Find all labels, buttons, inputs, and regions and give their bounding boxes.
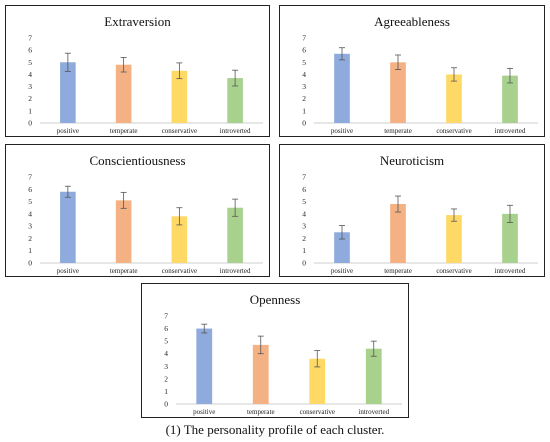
y-tick-label: 1 xyxy=(164,387,168,396)
bar-introverted xyxy=(227,78,243,123)
chart-title: Conscientiousness xyxy=(89,153,186,168)
y-tick-label: 4 xyxy=(28,70,32,79)
bar-chart-conscientiousness: 0 1 2 3 4 5 6 7 positive temperate conservative int… xyxy=(28,173,263,275)
y-tick-label: 3 xyxy=(28,222,32,231)
x-tick-label: positive xyxy=(57,127,79,135)
y-tick-label: 6 xyxy=(302,46,306,55)
x-tick-label: temperate xyxy=(384,127,412,135)
y-tick-label: 6 xyxy=(28,185,32,194)
x-tick-label: positive xyxy=(57,267,79,275)
y-tick-label: 6 xyxy=(164,324,168,333)
bar-temperate xyxy=(115,200,132,263)
bar-chart-agreeableness: 0 1 2 3 4 5 6 7 positive temperate conservative int… xyxy=(302,34,538,135)
y-tick-label: 2 xyxy=(302,234,306,243)
x-tick-label: positive xyxy=(331,267,353,275)
y-tick-label: 1 xyxy=(302,106,306,115)
y-tick-label: 3 xyxy=(164,362,168,371)
x-tick-label: temperate xyxy=(110,267,138,275)
x-tick-label: introverted xyxy=(495,127,526,135)
x-tick-label: temperate xyxy=(110,127,138,135)
y-tick-label: 3 xyxy=(302,82,306,91)
x-tick-label: introverted xyxy=(358,408,389,416)
y-tick-label: 0 xyxy=(28,259,32,268)
x-tick-label: temperate xyxy=(384,267,412,275)
x-tick-label: positive xyxy=(193,408,215,416)
bar-positive xyxy=(196,328,213,404)
y-tick-label: 5 xyxy=(302,58,306,67)
chart-panel-neuroticism: Neuroticism 0 1 2 3 4 5 6 7 positive temperate con… xyxy=(279,144,545,277)
bar-introverted xyxy=(365,348,382,404)
y-tick-label: 1 xyxy=(28,246,32,255)
x-tick-label: positive xyxy=(331,127,353,135)
y-tick-label: 1 xyxy=(28,106,32,115)
y-tick-label: 0 xyxy=(302,259,306,268)
y-tick-label: 4 xyxy=(302,209,306,218)
bar-chart-extraversion: 0 1 2 3 4 5 6 7 positive temperate conservative int… xyxy=(28,34,263,135)
chart-title: Neuroticism xyxy=(379,153,445,168)
y-tick-label: 7 xyxy=(302,173,306,182)
bar-introverted xyxy=(227,207,243,263)
bar-introverted xyxy=(502,213,518,263)
bar-introverted xyxy=(502,75,518,123)
x-tick-label: conservative xyxy=(162,127,197,135)
x-tick-label: conservative xyxy=(300,408,335,416)
y-tick-label: 4 xyxy=(164,349,168,358)
x-tick-label: conservative xyxy=(436,127,471,135)
bar-chart-neuroticism: 0 1 2 3 4 5 6 7 positive temperate conservative int… xyxy=(302,173,538,275)
x-tick-label: conservative xyxy=(162,267,197,275)
bar-temperate xyxy=(252,344,269,404)
y-tick-label: 6 xyxy=(28,46,32,55)
y-tick-label: 5 xyxy=(28,197,32,206)
y-tick-label: 3 xyxy=(302,222,306,231)
y-tick-label: 7 xyxy=(164,312,168,321)
y-tick-label: 0 xyxy=(28,119,32,128)
bar-conservative xyxy=(171,70,188,123)
y-tick-label: 2 xyxy=(28,234,32,243)
bar-positive xyxy=(60,62,76,123)
bar-chart-openness: 0 1 2 3 4 5 6 7 positive temperate conservative int… xyxy=(164,312,402,416)
chart-panel-extraversion: Extraversion 0 1 2 3 4 5 6 7 positive temperate co… xyxy=(5,5,270,137)
bar-conservative xyxy=(171,216,188,263)
y-tick-label: 4 xyxy=(302,70,306,79)
y-tick-label: 2 xyxy=(28,94,32,103)
chart-title: Openness xyxy=(249,292,301,307)
y-tick-label: 5 xyxy=(302,197,306,206)
bar-positive xyxy=(334,232,350,263)
y-tick-label: 2 xyxy=(164,374,168,383)
bar-conservative xyxy=(446,215,462,263)
x-tick-label: introverted xyxy=(220,267,251,275)
bar-positive xyxy=(334,53,350,123)
y-tick-label: 7 xyxy=(28,34,32,43)
x-tick-label: introverted xyxy=(220,127,251,135)
chart-panel-conscientiousness: Conscientiousness 0 1 2 3 4 5 6 7 positive temper… xyxy=(5,144,270,277)
bar-conservative xyxy=(446,74,462,123)
y-tick-label: 7 xyxy=(302,34,306,43)
bar-temperate xyxy=(390,62,406,123)
bar-conservative xyxy=(309,358,326,404)
x-tick-label: introverted xyxy=(495,267,526,275)
y-tick-label: 7 xyxy=(28,173,32,182)
y-tick-label: 0 xyxy=(164,400,168,409)
x-tick-label: temperate xyxy=(247,408,275,416)
y-tick-label: 0 xyxy=(302,119,306,128)
bar-temperate xyxy=(115,64,132,123)
y-tick-label: 1 xyxy=(302,246,306,255)
x-tick-label: conservative xyxy=(436,267,471,275)
chart-title: Extraversion xyxy=(104,14,171,29)
y-tick-label: 6 xyxy=(302,185,306,194)
bar-positive xyxy=(60,191,76,263)
y-tick-label: 2 xyxy=(302,94,306,103)
y-tick-label: 5 xyxy=(164,337,168,346)
chart-panel-agreeableness: Agreeableness 0 1 2 3 4 5 6 7 positive temperate c… xyxy=(279,5,545,137)
figure-caption: (1) The personality profile of each clus… xyxy=(165,422,385,437)
chart-title: Agreeableness xyxy=(374,14,450,29)
bar-temperate xyxy=(390,204,406,263)
y-tick-label: 4 xyxy=(28,209,32,218)
y-tick-label: 3 xyxy=(28,82,32,91)
chart-panel-openness: Openness 0 1 2 3 4 5 6 7 positive temperate conser… xyxy=(141,283,409,418)
y-tick-label: 5 xyxy=(28,58,32,67)
